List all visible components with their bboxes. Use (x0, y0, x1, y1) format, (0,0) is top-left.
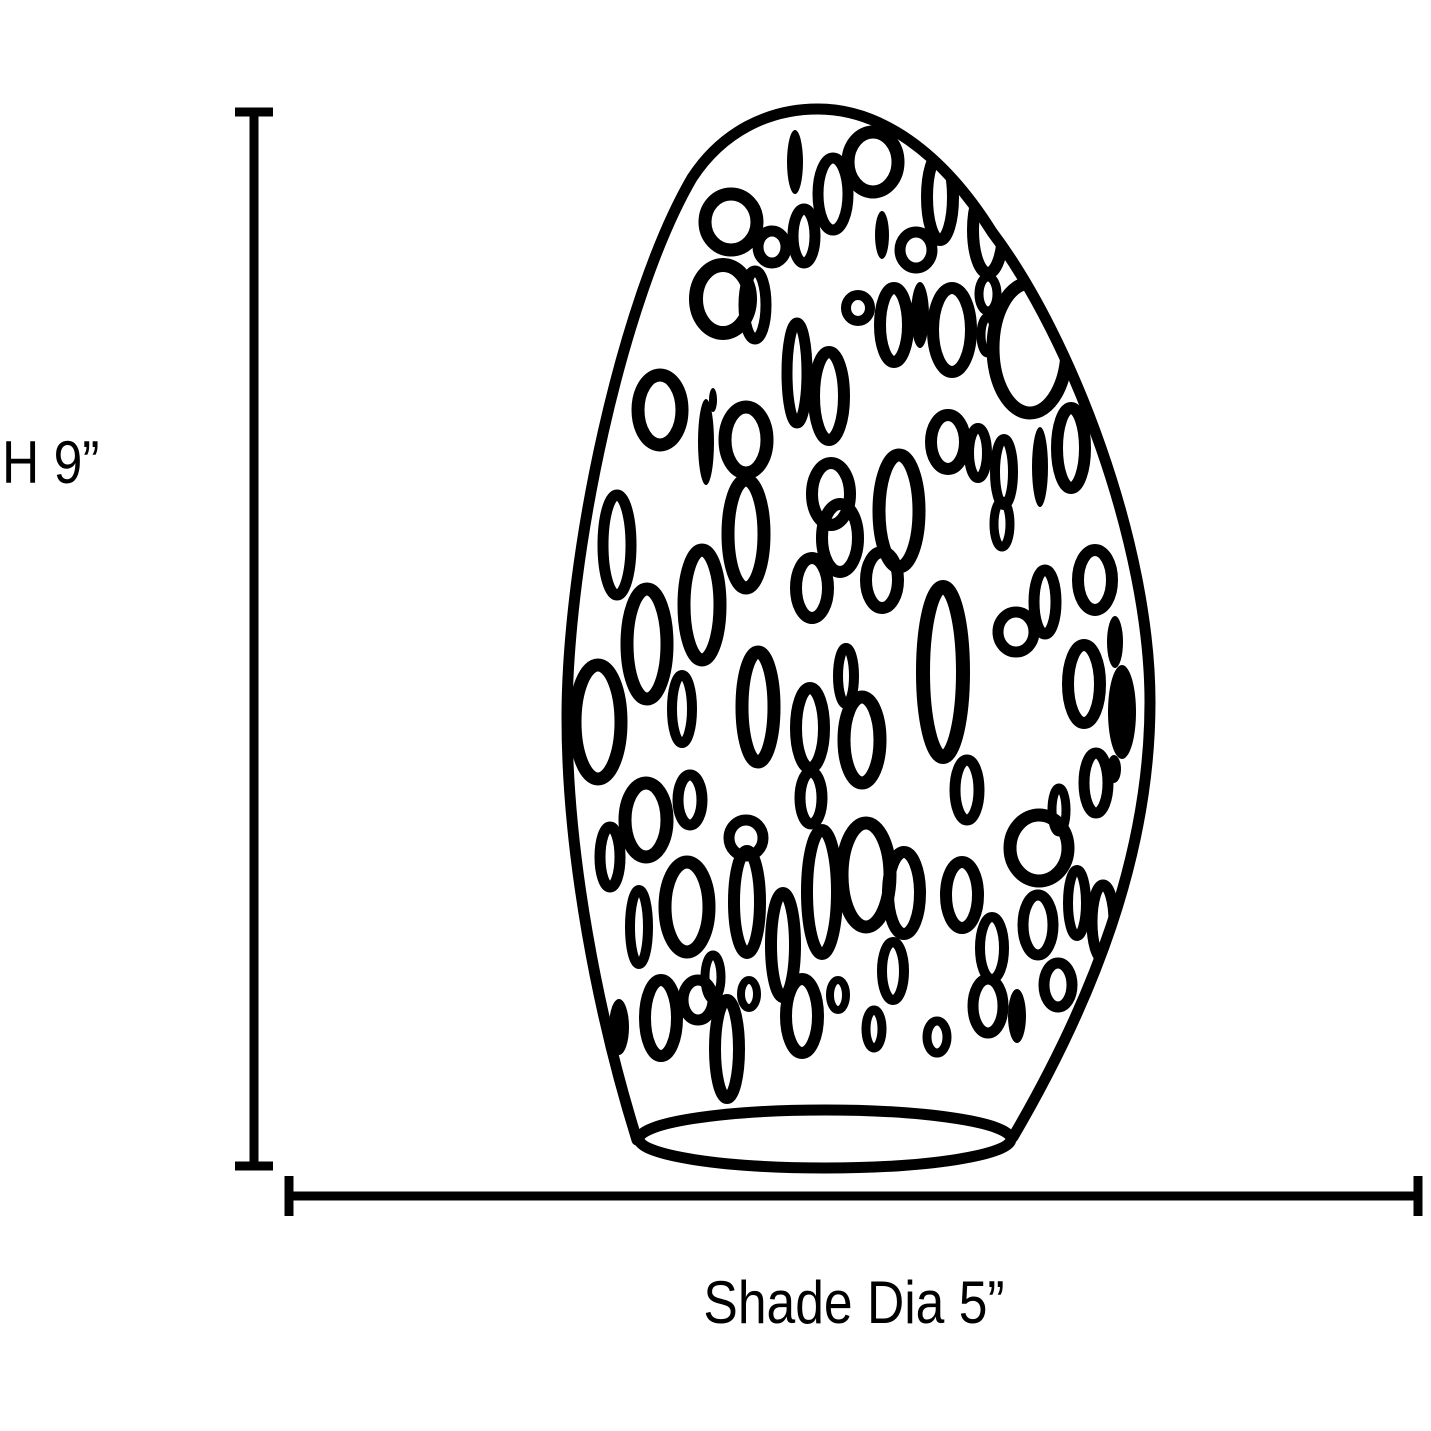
bubble (1063, 865, 1091, 941)
bubble (794, 766, 828, 830)
bubble (841, 290, 875, 326)
bubble (894, 226, 938, 274)
bubble (812, 152, 854, 236)
bubble (1056, 262, 1088, 328)
bubble (639, 974, 683, 1062)
bubble-solid (787, 130, 803, 194)
bubble (787, 203, 821, 269)
bubble (689, 258, 757, 340)
bubble (780, 973, 824, 1059)
bubble (837, 690, 887, 790)
bubble (735, 645, 781, 769)
bubble (667, 670, 697, 748)
bubble (728, 845, 766, 959)
bubble (625, 885, 653, 969)
bubble (874, 282, 914, 368)
bubble (826, 976, 850, 1014)
shade-body-fill (567, 109, 1150, 1140)
bubble (949, 754, 985, 826)
shade-outline (561, 103, 1156, 1146)
bubble-group (568, 125, 1136, 1104)
bubble-solid (1107, 616, 1123, 668)
bubble (718, 400, 774, 480)
bubble-solid (1008, 989, 1026, 1043)
bubble (940, 856, 984, 934)
bubble (1072, 544, 1118, 616)
bubble (1062, 639, 1106, 729)
bubble (1003, 808, 1075, 888)
bubble (989, 496, 1015, 552)
bubble (737, 976, 761, 1012)
bubble (1028, 564, 1062, 640)
bubble (677, 543, 727, 667)
bubble (841, 125, 905, 199)
bubble (967, 973, 1009, 1039)
bubble (1038, 957, 1078, 1013)
bubble (806, 457, 856, 531)
bubble (618, 776, 674, 864)
bubble (721, 473, 771, 595)
bubble (752, 225, 792, 269)
shade-bottom-rim (633, 1104, 1017, 1174)
bubble (882, 846, 926, 940)
bubble (631, 368, 689, 452)
bubble (916, 580, 970, 764)
bubble-solid (1108, 665, 1136, 759)
bubble (964, 423, 992, 483)
bubble (698, 187, 764, 257)
bubble-solid (875, 211, 889, 259)
bubble (1078, 747, 1114, 819)
bubble-solid (709, 388, 717, 412)
bubble (1076, 327, 1100, 373)
bubble (992, 606, 1040, 658)
bubble (709, 994, 745, 1104)
bubble (568, 658, 628, 786)
bubble (781, 317, 813, 429)
bubble (1047, 783, 1071, 837)
bubble-solid (1107, 755, 1121, 783)
bubble-solid (911, 282, 929, 348)
bubble (816, 498, 864, 578)
bubble (1051, 402, 1091, 494)
bubble (808, 346, 850, 446)
bubble (658, 855, 716, 959)
bubble (620, 582, 674, 706)
bubble-solid (698, 399, 714, 485)
bubble (922, 1016, 952, 1058)
bubble (597, 489, 637, 601)
bubble (860, 546, 904, 614)
height-dimension-label: H 9” (2, 429, 100, 496)
diameter-dimension-label: Shade Dia 5” (703, 1269, 1005, 1336)
bubble (594, 821, 626, 893)
bubble (927, 282, 977, 378)
bubble (974, 272, 1002, 316)
bubble-solid (1032, 427, 1048, 507)
bubble (677, 974, 719, 1026)
bubble (790, 552, 834, 624)
bubble (861, 1005, 887, 1053)
bubble (877, 937, 909, 1005)
bubble (672, 769, 708, 831)
bubble (1017, 889, 1059, 961)
